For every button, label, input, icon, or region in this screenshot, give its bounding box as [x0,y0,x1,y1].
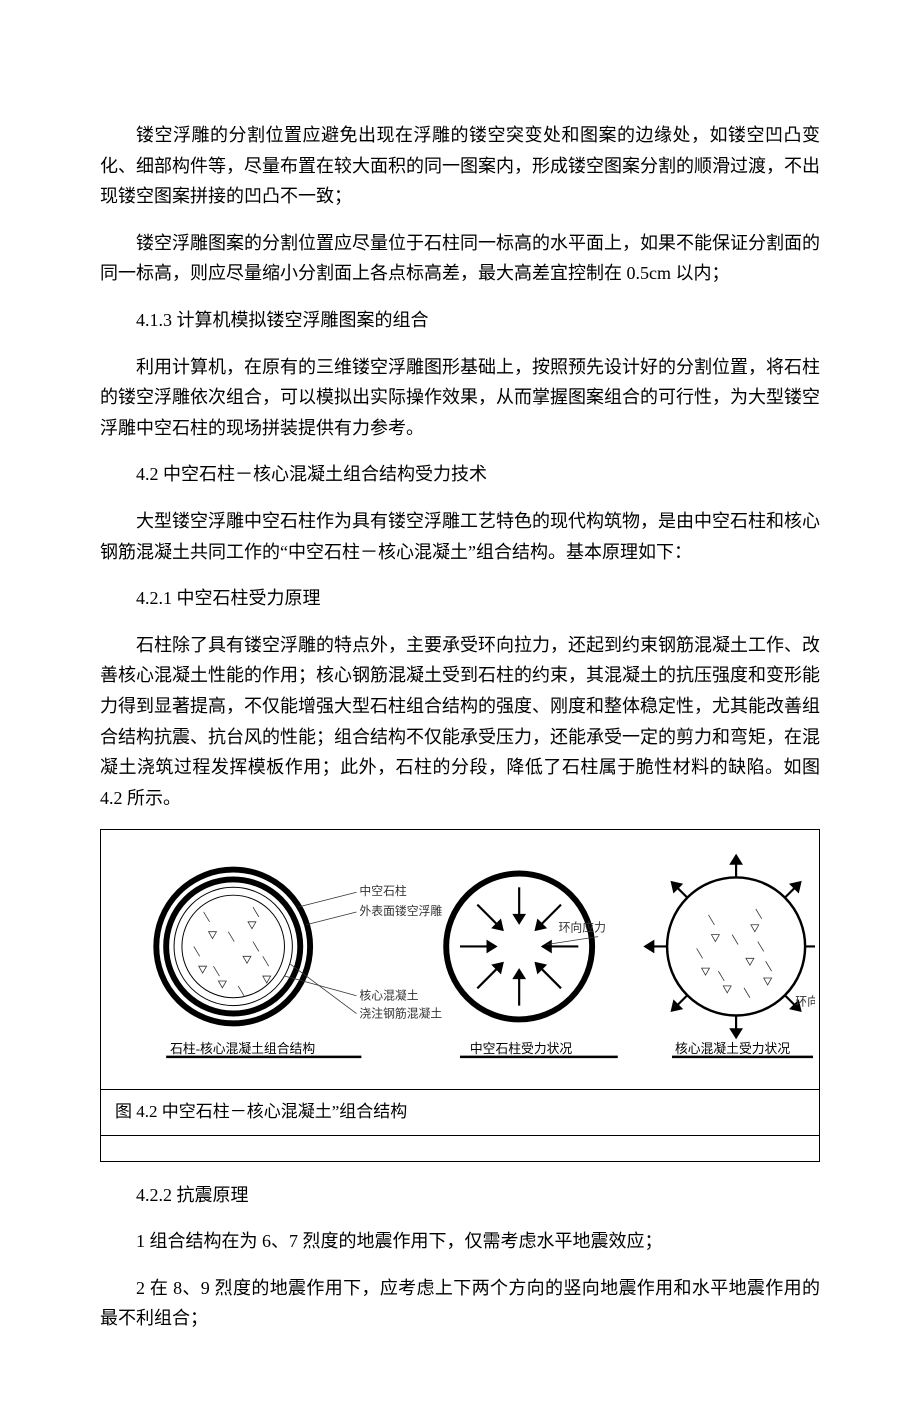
figure-caption: 图 4.2 中空石柱－核心混凝土”组合结构 [101,1089,819,1135]
figure-empty-row [101,1135,819,1161]
paragraph: 2 在 8、9 烈度的地震作用下，应考虑上下两个方向的竖向地震作用和水平地震作用… [100,1273,820,1334]
paragraph: 镂空浮雕图案的分割位置应尽量位于石柱同一标高的水平面上，如果不能保证分割面的同一… [100,228,820,289]
paragraph: 大型镂空浮雕中空石柱作为具有镂空浮雕工艺特色的现代构筑物，是由中空石柱和核心钢筋… [100,506,820,567]
heading-413: 4.1.3 计算机模拟镂空浮雕图案的组合 [100,305,820,336]
paragraph: 石柱除了具有镂空浮雕的特点外，主要承受环向拉力，还起到约束钢筋混凝土工作、改善核… [100,630,820,814]
heading-42: 4.2 中空石柱－核心混凝土组合结构受力技术 [100,459,820,490]
heading-421: 4.2.1 中空石柱受力原理 [100,583,820,614]
diagram-composite: 中空石柱 外表面镂空浮雕 核心混凝土 浇注钢筋混凝土 石柱-核心混凝土组合结构 [156,870,442,1057]
label-hoop: 环向 [795,995,815,1009]
diagram-hollow-force: 环向应力 中空石柱受力状况 [446,874,618,1057]
caption-composite: 石柱-核心混凝土组合结构 [170,1041,315,1056]
figure-4-2: 中空石柱 外表面镂空浮雕 核心混凝土 浇注钢筋混凝土 石柱-核心混凝土组合结构 [100,829,820,1161]
diagram-core-force: 环向 核心混凝土受力状况 [645,856,815,1057]
caption-hollow-force: 中空石柱受力状况 [470,1042,573,1056]
heading-422: 4.2.2 抗震原理 [100,1180,820,1211]
label-outer-relief: 外表面镂空浮雕 [359,904,442,918]
label-core-concrete: 核心混凝土 [359,989,418,1003]
paragraph: 利用计算机，在原有的三维镂空浮雕图形基础上，按照预先设计好的分割位置，将石柱的镂… [100,352,820,444]
label-hoop-stress: 环向应力 [559,921,606,935]
caption-core-force: 核心混凝土受力状况 [675,1041,790,1056]
figure-svg-wrap: 中空石柱 外表面镂空浮雕 核心混凝土 浇注钢筋混凝土 石柱-核心混凝土组合结构 [101,830,819,1089]
paragraph: 镂空浮雕的分割位置应避免出现在浮雕的镂空突变处和图案的边缘处，如镂空凹凸变化、细… [100,120,820,212]
paragraph: 1 组合结构在为 6、7 烈度的地震作用下，仅需考虑水平地震效应； [100,1226,820,1257]
figure-svg: 中空石柱 外表面镂空浮雕 核心混凝土 浇注钢筋混凝土 石柱-核心混凝土组合结构 [105,838,815,1085]
label-cast-rc: 浇注钢筋混凝土 [359,1007,442,1021]
label-hollow-column: 中空石柱 [359,884,406,898]
